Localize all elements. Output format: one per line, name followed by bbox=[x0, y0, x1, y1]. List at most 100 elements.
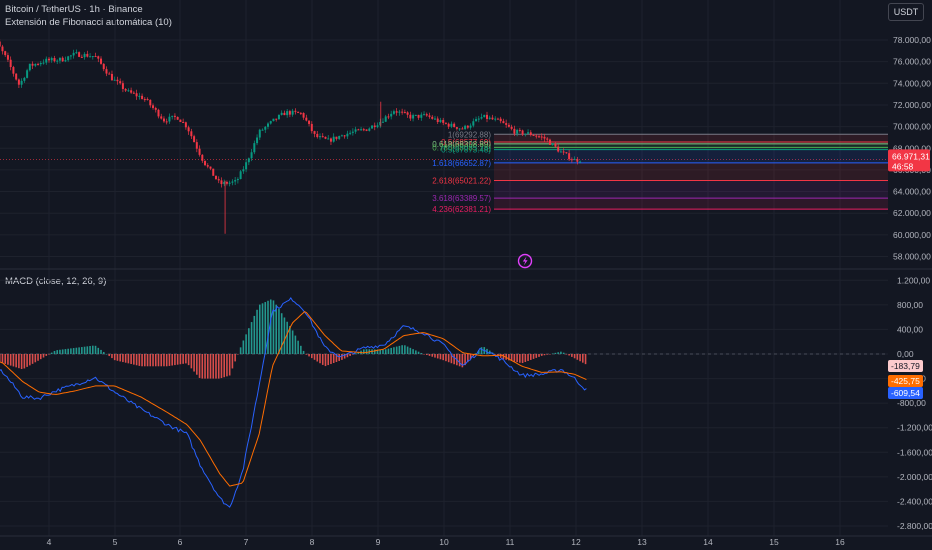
histogram-bar bbox=[204, 354, 206, 379]
candle-body bbox=[223, 181, 226, 185]
histogram-bar bbox=[582, 354, 584, 363]
macd-axis-tick: 800,00 bbox=[897, 300, 923, 310]
histogram-bar bbox=[412, 349, 414, 354]
histogram-bar bbox=[341, 354, 343, 360]
fib-zone bbox=[494, 143, 888, 148]
candle-body bbox=[160, 116, 163, 119]
histogram-bar bbox=[237, 354, 239, 355]
candle-body bbox=[234, 180, 237, 182]
histogram-bar bbox=[171, 354, 173, 366]
current-price-badge bbox=[888, 149, 930, 172]
histogram-bar bbox=[576, 354, 579, 360]
candle-body bbox=[152, 105, 155, 108]
histogram-bar bbox=[242, 340, 245, 354]
histogram-bar bbox=[436, 354, 439, 359]
macd-axis-tick: -1.200,00 bbox=[897, 423, 932, 433]
candle-body bbox=[116, 79, 119, 82]
candle-body bbox=[527, 132, 530, 134]
candle-body bbox=[329, 138, 332, 142]
candle-body bbox=[239, 171, 242, 180]
candle-body bbox=[436, 118, 439, 123]
candle-body bbox=[343, 135, 346, 137]
candle-body bbox=[455, 127, 458, 129]
histogram-bar bbox=[384, 349, 387, 354]
candle-body bbox=[258, 129, 261, 138]
histogram-bar bbox=[324, 354, 327, 367]
fib-level-label: 0.5(67873.48) bbox=[441, 146, 491, 155]
candle-body bbox=[277, 114, 280, 120]
candle-body bbox=[507, 124, 510, 127]
candle-body bbox=[31, 63, 34, 66]
candle-body bbox=[381, 121, 384, 123]
histogram-bar bbox=[61, 349, 64, 354]
fib-indicator-title[interactable]: Extensión de Fibonacci automática (10) bbox=[5, 17, 172, 28]
histogram-bar bbox=[516, 354, 518, 363]
histogram-bar bbox=[450, 354, 453, 364]
histogram-bar bbox=[201, 354, 204, 379]
histogram-bar bbox=[113, 354, 116, 361]
fib-level-label: 1(69292.88) bbox=[448, 130, 491, 139]
histogram-bar bbox=[133, 354, 135, 365]
histogram-bar bbox=[160, 354, 163, 367]
candle-body bbox=[78, 52, 81, 57]
fib-zone bbox=[494, 149, 888, 163]
signal-value: -425,75 bbox=[891, 376, 920, 386]
chart-title: Bitcoin / TetherUS · 1h · Binance bbox=[5, 4, 143, 15]
histogram-bar bbox=[472, 354, 475, 357]
histogram-bar bbox=[280, 313, 283, 354]
candle-body bbox=[406, 112, 409, 115]
candle-body bbox=[518, 129, 521, 131]
histogram-bar bbox=[220, 354, 223, 379]
macd-indicator-title[interactable]: MACD (close, 12, 26, 9) bbox=[5, 276, 107, 287]
currency-button[interactable]: USDT bbox=[888, 3, 924, 21]
candle-body bbox=[195, 142, 198, 149]
histogram-bar bbox=[15, 354, 17, 368]
axes: 78.000,00 76.000,00 74.000,00 72.000,00 70.0… bbox=[0, 35, 932, 547]
candle-body bbox=[97, 56, 100, 59]
alert-icon[interactable] bbox=[517, 253, 533, 269]
histogram-bar bbox=[352, 354, 354, 355]
histogram-bar bbox=[234, 354, 236, 362]
candle-body bbox=[338, 136, 341, 139]
histogram-bar bbox=[343, 354, 346, 359]
histogram-bar bbox=[152, 354, 154, 367]
candle-body bbox=[499, 118, 502, 122]
candle-body bbox=[573, 159, 576, 161]
candle-body bbox=[324, 136, 327, 139]
candle-body bbox=[56, 60, 59, 62]
candle-body bbox=[176, 116, 179, 120]
fib-level-label: 0.5(68577.69) bbox=[441, 138, 491, 147]
time-axis-tick: 7 bbox=[244, 537, 249, 547]
candle-body bbox=[67, 56, 70, 61]
candle-body bbox=[502, 121, 505, 124]
candle-body bbox=[332, 136, 335, 142]
histogram-bar bbox=[83, 346, 86, 354]
price-axis-tick: 68.000,00 bbox=[893, 143, 931, 153]
histogram-bar bbox=[144, 354, 146, 367]
candle-body bbox=[269, 121, 272, 124]
histogram-bar bbox=[464, 354, 466, 366]
histogram-bar bbox=[272, 300, 275, 354]
candle-body bbox=[9, 59, 12, 68]
candle-body bbox=[308, 120, 311, 124]
candle-body bbox=[138, 95, 141, 97]
histogram-bar bbox=[89, 346, 91, 354]
candle-body bbox=[294, 110, 297, 112]
histogram-bar bbox=[108, 354, 111, 357]
candle-body bbox=[17, 79, 20, 85]
candle-body bbox=[154, 107, 157, 110]
countdown-value: 46:58 bbox=[892, 161, 914, 171]
candle-body bbox=[299, 112, 302, 114]
histogram-bar bbox=[579, 354, 581, 362]
histogram-bar bbox=[264, 302, 267, 354]
candle-body bbox=[439, 119, 442, 123]
candle-body bbox=[146, 99, 149, 101]
candle-body bbox=[48, 58, 50, 61]
macd-axis-tick: 400,00 bbox=[897, 324, 923, 334]
histogram-bar bbox=[294, 335, 297, 354]
candle-body bbox=[236, 179, 239, 181]
price-axis-tick: 74.000,00 bbox=[893, 78, 931, 88]
candle-body bbox=[557, 146, 560, 152]
